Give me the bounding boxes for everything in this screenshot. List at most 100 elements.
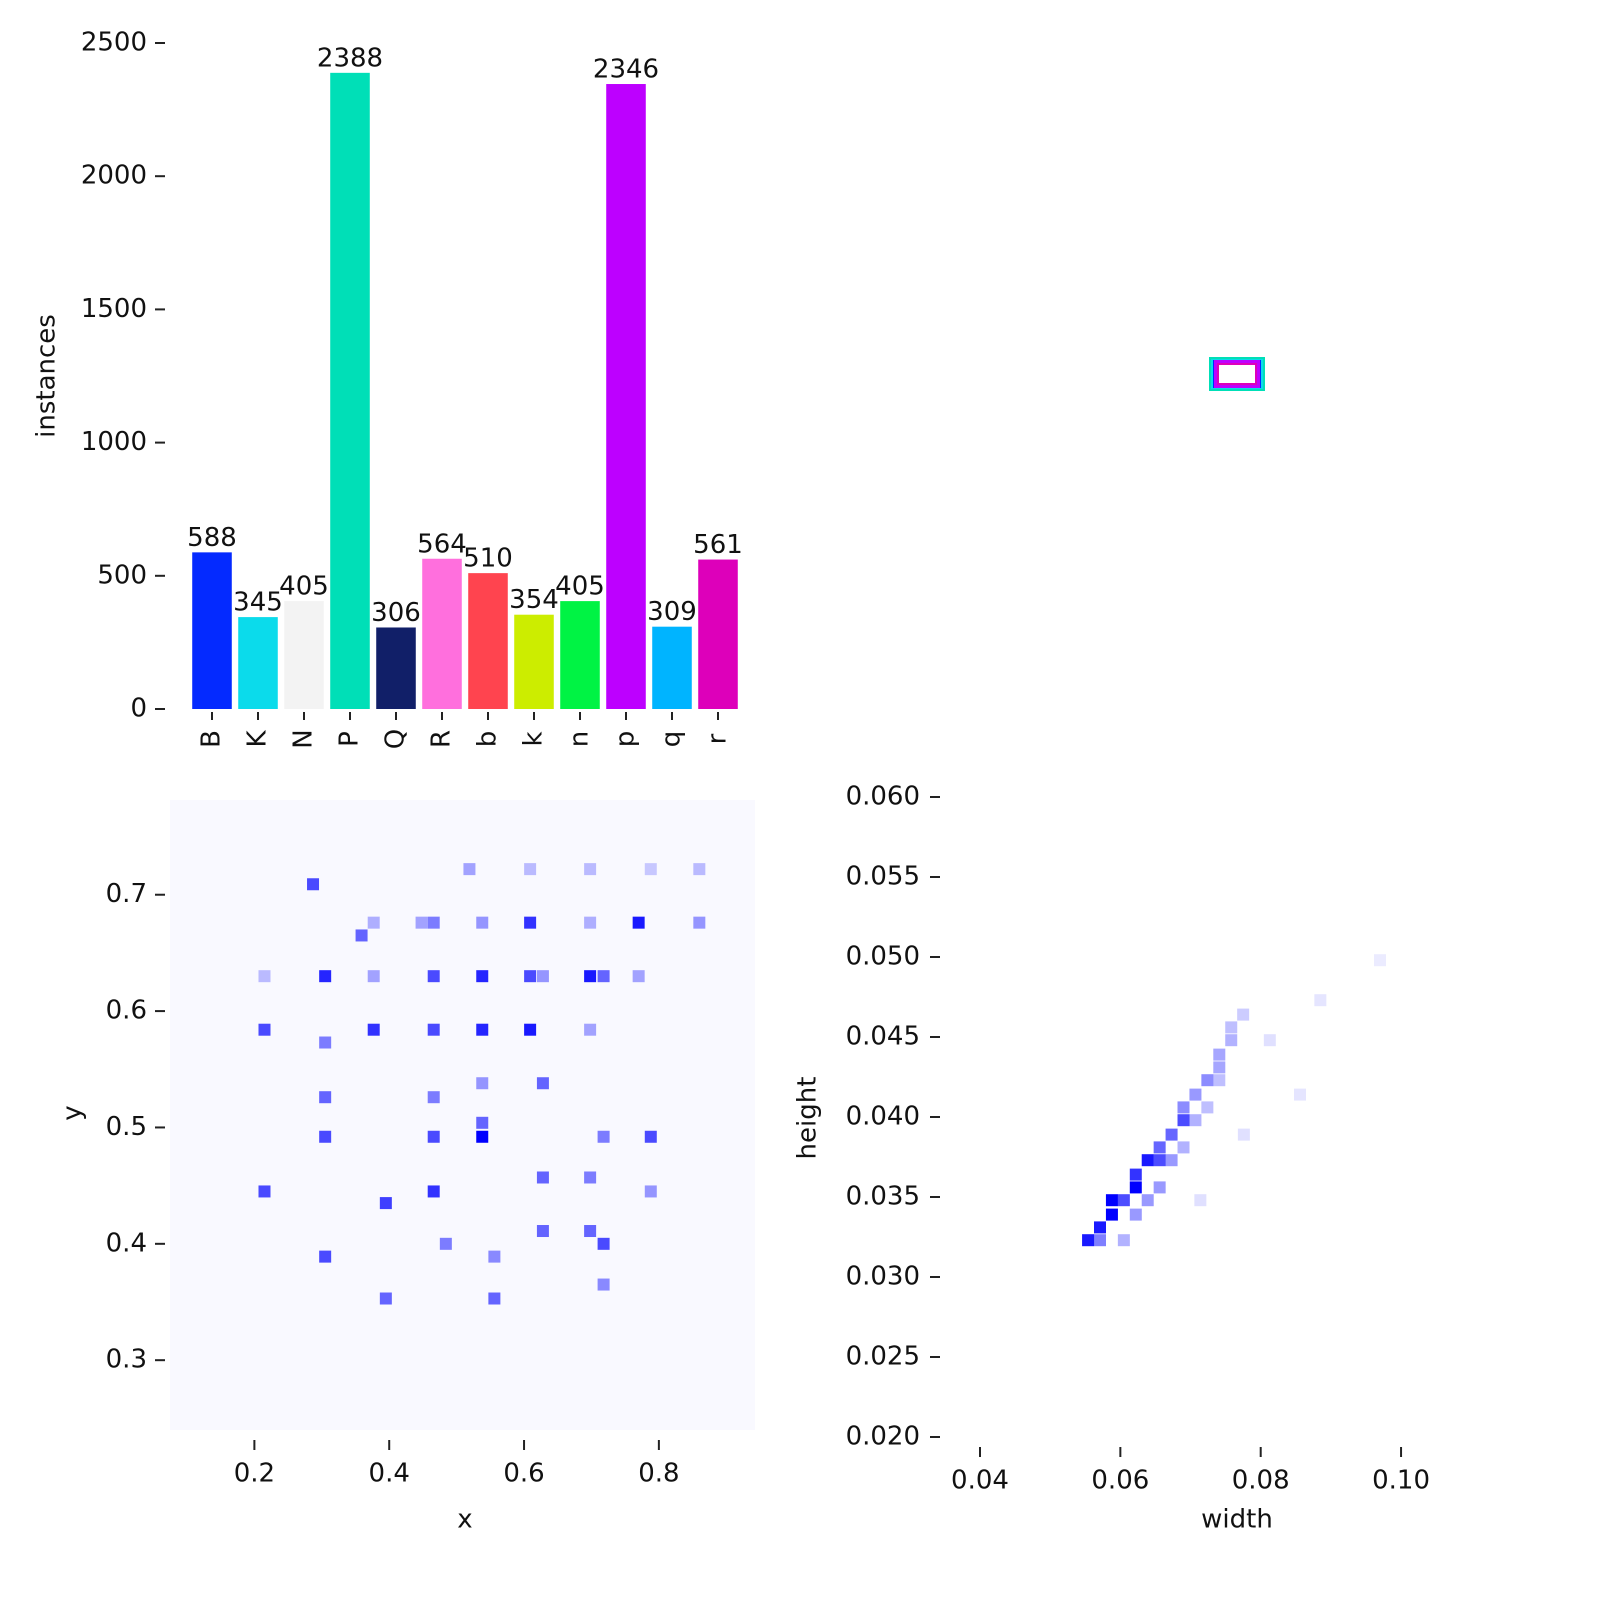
x-tick-label: k [519,731,549,746]
hist-cell [584,1225,597,1238]
hist-cell [367,970,380,983]
y-tick-label: 0 [130,694,147,724]
y-tick-label: 0.5 [106,1112,147,1142]
value-label: 564 [417,529,467,559]
hist-cell [1263,1034,1276,1047]
y-tick-label: 1000 [81,427,147,457]
hist-cell [427,1023,440,1036]
bar [652,626,692,709]
hist-cell [476,1023,489,1036]
hist-cell [644,1130,657,1143]
hist-cell [1194,1194,1207,1207]
value-label: 2388 [317,43,383,73]
x-tick-label: 0.2 [234,1459,275,1489]
y-axis-label: y [58,1105,88,1120]
x-tick-label: r [703,733,733,744]
hist-cell [488,1292,501,1305]
hist-cell [1213,1074,1226,1087]
hist-cell [476,1116,489,1129]
hist-cell [1177,1101,1190,1114]
hist-cell [1294,1088,1306,1101]
hist-cell [644,863,657,876]
hist-cell [1141,1154,1154,1167]
y-tick-label: 0.035 [846,1182,920,1212]
x-tick-label: P [335,731,365,747]
x-tick-label: 0.10 [1372,1466,1430,1496]
box-outline [1209,357,1265,391]
bar [284,601,324,709]
hist-cell [1153,1181,1166,1194]
hist-cell [476,970,489,983]
hist-cell [319,1250,332,1263]
y-tick-label: 0.7 [106,879,147,909]
hist-cell [1129,1181,1142,1194]
hist-cell [319,1091,332,1104]
value-label: 561 [693,530,743,560]
hist-cell [1153,1154,1166,1167]
y-tick-label: 2500 [81,28,147,58]
hist-cell [1213,1061,1226,1074]
y-tick-label: 0.030 [846,1262,920,1292]
hist-cell [1201,1074,1214,1087]
hist-cell [258,1023,271,1036]
hist-cell [367,1023,380,1036]
y-tick-label: 0.3 [106,1345,147,1375]
value-label: 345 [233,588,283,618]
x-tick-label: b [473,731,503,748]
y-tick-label: 0.055 [846,862,920,892]
x-tick-label: 0.8 [638,1459,679,1489]
hist-cell [1225,1021,1238,1034]
hist-cell [1177,1141,1190,1154]
hist-cell [476,1130,489,1143]
x-tick-label: 0.4 [369,1459,410,1489]
value-label: 510 [463,544,513,574]
y-tick-label: 0.020 [846,1422,920,1452]
hist-cell [1165,1154,1178,1167]
box-outline [1217,363,1257,385]
y-tick-label: 0.045 [846,1022,920,1052]
hist-cell [644,1185,657,1198]
hist-cell [597,1130,610,1143]
hist-cell [1165,1128,1178,1141]
density-background [170,800,755,1430]
x-tick-label: Q [381,729,411,749]
hist-cell [488,1250,501,1263]
y-tick-label: 0.050 [846,942,920,972]
hist-cell [1314,994,1327,1007]
y-axis-label: height [793,1077,823,1160]
y-tick-label: 0.040 [846,1102,920,1132]
hist-cell [1213,1048,1226,1061]
x-tick-label: 0.06 [1091,1466,1149,1496]
hist-cell [632,916,645,929]
hist-cell [536,1077,549,1090]
bar [514,614,554,709]
x-tick-label: 0.6 [503,1459,544,1489]
hist-cell [1141,1194,1154,1207]
hist-cell [427,1091,440,1104]
hist-cell [258,1185,271,1198]
hist-cell [1117,1194,1130,1207]
hist-cell [632,970,645,983]
hist-cell [319,1130,332,1143]
hist-cell [427,970,440,983]
value-label: 2346 [593,55,659,85]
x-axis-label: x [457,1505,472,1535]
box-outline [1214,360,1260,388]
hist-cell [476,916,489,929]
hist-cell [367,916,380,929]
x-axis-label: width [1201,1505,1273,1535]
hist-cell [584,1023,597,1036]
hist-cell [597,1278,610,1291]
hist-cell [427,916,440,929]
y-tick-label: 1500 [81,294,147,324]
hist-cell [379,1292,392,1305]
hist-cell [536,1171,549,1184]
x-tick-label: B [197,730,227,748]
hist-cell [1225,1034,1238,1047]
y-tick-label: 0.4 [106,1228,147,1258]
bar [376,627,416,709]
bar [606,84,646,710]
hist-cell [1237,1008,1250,1021]
hist-cell [1117,1234,1130,1247]
